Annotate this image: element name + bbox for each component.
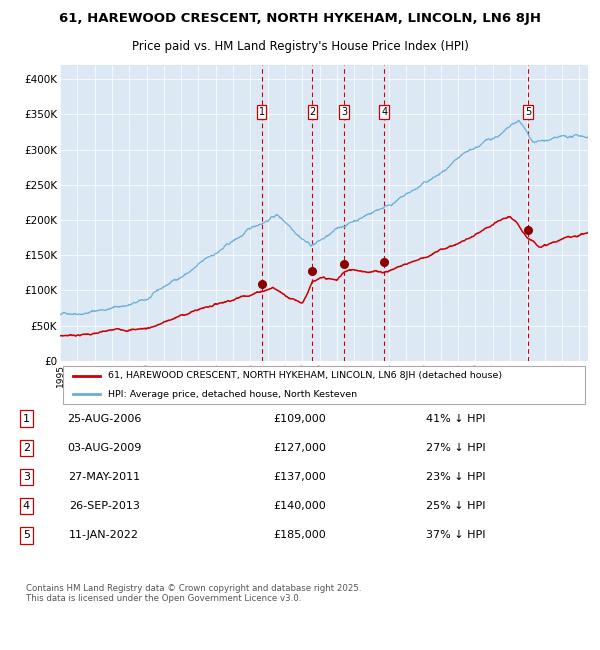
Text: 4: 4 [381,107,388,117]
Text: £140,000: £140,000 [274,501,326,511]
Text: £185,000: £185,000 [274,530,326,540]
Text: 25-AUG-2006: 25-AUG-2006 [67,413,142,424]
Text: 2: 2 [23,443,30,453]
FancyBboxPatch shape [62,366,586,404]
Text: 41% ↓ HPI: 41% ↓ HPI [426,413,485,424]
Text: 27% ↓ HPI: 27% ↓ HPI [426,443,485,453]
Text: 2: 2 [309,107,316,117]
Text: 5: 5 [525,107,531,117]
Text: 26-SEP-2013: 26-SEP-2013 [69,501,140,511]
Text: 03-AUG-2009: 03-AUG-2009 [67,443,142,453]
Text: 23% ↓ HPI: 23% ↓ HPI [426,472,485,482]
Text: Contains HM Land Registry data © Crown copyright and database right 2025.
This d: Contains HM Land Registry data © Crown c… [26,584,362,603]
Text: 1: 1 [23,413,30,424]
Text: 1: 1 [259,107,265,117]
Text: 11-JAN-2022: 11-JAN-2022 [69,530,139,540]
Text: HPI: Average price, detached house, North Kesteven: HPI: Average price, detached house, Nort… [107,390,356,399]
Text: 3: 3 [23,472,30,482]
Text: £109,000: £109,000 [274,413,326,424]
Text: 5: 5 [23,530,30,540]
Text: 4: 4 [23,501,30,511]
Text: Price paid vs. HM Land Registry's House Price Index (HPI): Price paid vs. HM Land Registry's House … [131,40,469,53]
Text: £127,000: £127,000 [274,443,326,453]
Text: 61, HAREWOOD CRESCENT, NORTH HYKEHAM, LINCOLN, LN6 8JH (detached house): 61, HAREWOOD CRESCENT, NORTH HYKEHAM, LI… [107,371,502,380]
Text: 37% ↓ HPI: 37% ↓ HPI [426,530,485,540]
Text: 61, HAREWOOD CRESCENT, NORTH HYKEHAM, LINCOLN, LN6 8JH: 61, HAREWOOD CRESCENT, NORTH HYKEHAM, LI… [59,12,541,25]
Text: 25% ↓ HPI: 25% ↓ HPI [426,501,485,511]
Text: 3: 3 [341,107,347,117]
Text: £137,000: £137,000 [274,472,326,482]
Text: 27-MAY-2011: 27-MAY-2011 [68,472,140,482]
